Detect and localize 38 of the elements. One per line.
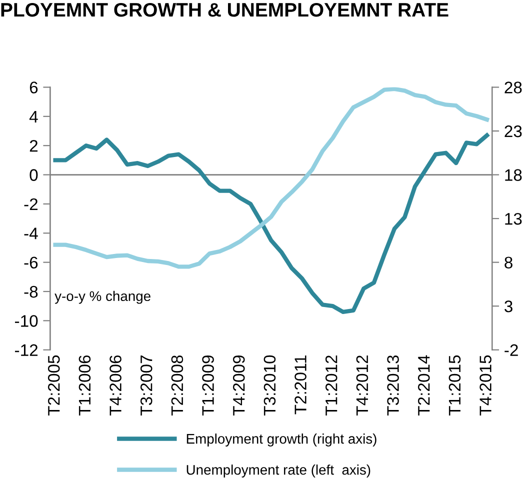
annotation: y-o-y % change (54, 290, 150, 304)
y-tick-label: -6 (24, 256, 38, 269)
x-tick-label: T4:2015 (480, 355, 492, 416)
x-tick-label: T1:2006 (78, 355, 91, 416)
y-tick-label: 0 (30, 169, 38, 181)
y2-tick-label: 13 (505, 212, 522, 225)
line-series (53, 87, 490, 269)
y-tick-label: 6 (30, 82, 38, 94)
x-tick-label: T4:2009 (232, 356, 245, 416)
x-tick-label: T3:2010 (264, 355, 276, 416)
y-tick-label: -8 (24, 286, 38, 298)
x-tick-label: T4:2012 (356, 356, 368, 416)
x-tick-label: T3:2007 (140, 356, 152, 416)
y2-tick-label: 8 (504, 256, 512, 269)
x-tick-label: T2:2014 (418, 355, 430, 416)
line-series (53, 133, 490, 314)
y2-tick-label: 18 (505, 169, 522, 181)
y2-tick-label: -2 (504, 344, 518, 356)
y-tick-label: 2 (30, 140, 38, 152)
y-tick-label: -10 (15, 315, 38, 327)
y-tick-label: -2 (24, 198, 38, 210)
x-tick-label: T1:2009 (202, 356, 214, 416)
x-tick-label: T2:2008 (171, 355, 184, 416)
x-tick-label: T2:2011 (294, 356, 306, 414)
y-tick-label: -12 (15, 344, 38, 356)
x-tick-label: T1:2015 (448, 355, 461, 416)
x-tick-label: T3:2013 (387, 355, 399, 416)
x-tick-label: T1:2012 (325, 356, 338, 416)
y2-tick-label: 3 (504, 300, 512, 312)
y2-tick-label: 23 (504, 125, 522, 138)
legend-label: Employment growth (right axis) (186, 434, 376, 446)
legend-label: Unemployment rate (left axis) (186, 464, 370, 478)
y-tick-label: -4 (24, 228, 38, 240)
x-tick-label: T2:2005 (48, 355, 60, 416)
y2-tick-label: 28 (504, 82, 522, 94)
y-tick-label: 4 (29, 110, 38, 122)
x-tick-label: T4:2006 (110, 355, 122, 416)
chart-title: PLOYEMNT GROWTH & UNEMPLOYEMNT RATE (1, 2, 448, 17)
